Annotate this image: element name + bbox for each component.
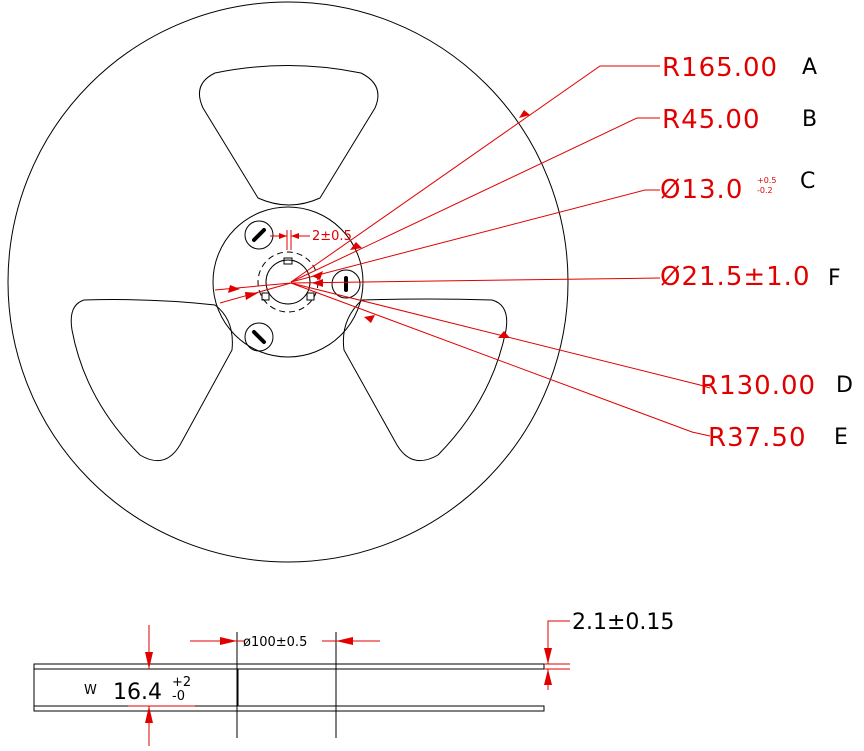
width-tol-plus: +2	[172, 675, 191, 690]
dimension-leaders	[214, 65, 711, 437]
reel-front-view	[7, 1, 569, 563]
dim-slot-value: 2±0.5	[312, 229, 352, 244]
width-value: 16.4	[113, 680, 162, 705]
thickness-label: 2.1±0.15	[572, 610, 674, 635]
width-tol-minus: -0	[172, 689, 185, 704]
keyway-top	[283, 257, 293, 265]
keyway-right	[306, 292, 315, 301]
dim-b-letter: B	[802, 107, 817, 132]
outer-flange-circle	[7, 1, 569, 563]
keyway-left	[261, 292, 270, 301]
dim-a-letter: A	[802, 55, 817, 80]
window-top	[199, 65, 379, 206]
slot-hole-bottom	[244, 322, 274, 352]
width-letter: W	[84, 683, 97, 698]
window-left	[70, 299, 233, 462]
dim-d-value: R130.00	[700, 371, 816, 401]
hub-inner-dashed	[257, 251, 319, 313]
dim-d-letter: D	[836, 373, 853, 398]
reel-side-view: ø100±0.5 W 16.4 +2 -0 2.1±0.15	[33, 610, 674, 746]
dimension-labels: R165.00 A R45.00 B Ø13.0 +0.5 -0.2 C Ø21…	[312, 53, 853, 453]
dim-c-tol-plus: +0.5	[757, 176, 776, 185]
dim-a-value: R165.00	[662, 53, 778, 83]
dim-c-letter: C	[800, 169, 815, 194]
flange-top	[33, 663, 545, 670]
dim-e-value: R37.50	[708, 423, 807, 453]
arbor-hole	[265, 259, 311, 305]
flange-bottom	[33, 705, 545, 712]
window-right	[342, 298, 508, 462]
dim-f-value: Ø21.5±1.0	[660, 262, 811, 292]
dim-b-value: R45.00	[662, 105, 761, 135]
dim-c-value: Ø13.0	[660, 175, 743, 205]
dim-e-letter: E	[834, 425, 848, 450]
slot-hole-top	[244, 220, 274, 250]
dim-f-letter: F	[828, 266, 841, 291]
slot-hole-right	[331, 269, 361, 299]
hub-diameter-label: ø100±0.5	[243, 635, 307, 650]
dim-c-tol-minus: -0.2	[757, 186, 773, 195]
